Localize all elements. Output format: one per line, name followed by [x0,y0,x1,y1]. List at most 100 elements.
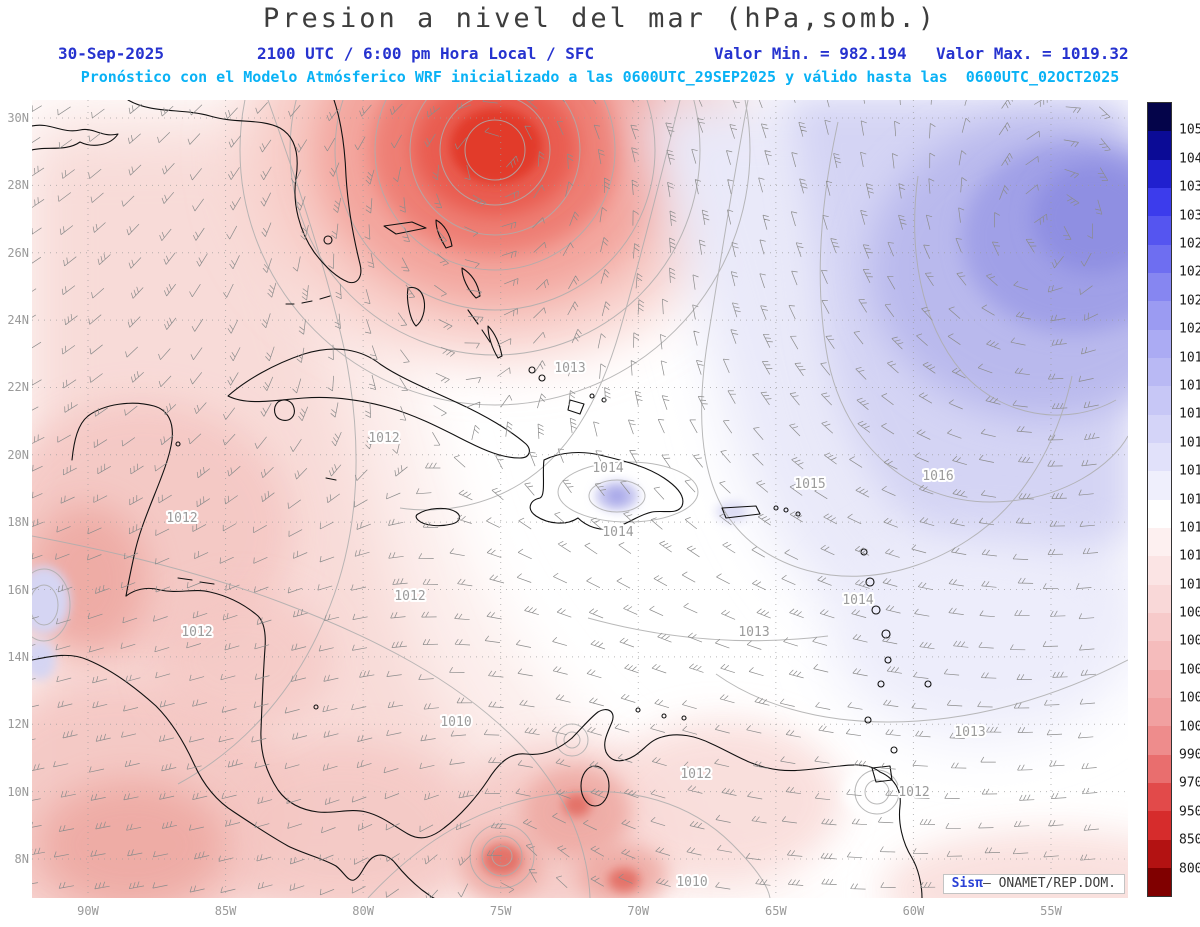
colorbar-tick-label: 950 [1179,804,1200,820]
colorbar-segment [1148,499,1171,528]
colorbar-segment [1148,329,1171,358]
colorbar-segment [1148,697,1171,727]
colorbar-segment [1148,471,1171,500]
isobar-value-label: 1012 [368,431,399,446]
min-value-label: Valor Min. = 982.194 [714,44,907,63]
contour-labels: 1013 1012 1012 1014 1015 1016 1014 1012 1012 1014… [164,359,987,892]
colorbar-segment [1148,301,1171,330]
colorbar-tick-label: 1017 [1179,406,1200,422]
isobar-value-label: 1014 [602,525,633,540]
colorbar-segment [1148,244,1171,273]
colorbar-tick-label: 1012 [1179,548,1200,564]
isobar-value-label: 1012 [898,785,929,800]
isobar-contours [32,100,1128,898]
colorbar-segment [1148,103,1171,132]
colorbar-tick-label: 1019 [1179,350,1200,366]
isobar-value-label: 1010 [440,715,471,730]
lat-tick-label: 22N [7,380,29,395]
lon-tick-label: 80W [352,904,374,918]
isobar-value-label: 1014 [592,461,623,476]
pressure-map: 1013 1012 1012 1014 1015 1016 1014 1012 1012 1014… [32,100,1128,898]
colorbar-tick-label: 1050 [1179,122,1200,138]
colorbar-segment [1148,754,1171,783]
colorbar-tick-label: 1004 [1179,662,1200,678]
max-value-label: Valor Max. = 1019.32 [936,44,1129,63]
colorbar-tick-label: 1008 [1179,605,1200,621]
wind-barbs [32,100,1111,898]
colorbar-segment [1148,442,1171,472]
colorbar-segment [1148,612,1171,642]
lat-tick-label: 28N [7,178,29,193]
colorbar-segment [1148,414,1171,443]
lon-tick-label: 55W [1040,904,1062,918]
colorbar-tick-label: 1028 [1179,236,1200,252]
colorbar-segment [1148,187,1171,217]
colorbar-tick-label: 1016 [1179,435,1200,451]
isobar-value-label: 1010 [676,875,707,890]
colorbar [1147,102,1172,897]
watermark: Sisπ– ONAMET/REP.DOM. [942,874,1125,894]
colorbar-segment [1148,782,1171,812]
lat-tick-label: 14N [7,649,29,664]
colorbar-tick-label: 1018 [1179,378,1200,394]
colorbar-segment [1148,272,1171,302]
watermark-brand: Sisπ [951,876,983,891]
colorbar-segment [1148,839,1171,868]
colorbar-tick-label: 1006 [1179,633,1200,649]
colorbar-segment [1148,216,1171,245]
colorbar-tick-label: 1035 [1179,179,1200,195]
lon-tick-label: 70W [627,904,650,918]
colorbar-tick-label: 1020 [1179,321,1200,337]
lon-tick-label: 65W [765,904,787,918]
date-label: 30-Sep-2025 [58,44,164,63]
lon-tick-label: 75W [489,904,512,918]
colorbar-segment [1148,357,1171,387]
lat-tick-label: 10N [7,784,29,799]
map-area: 1013 1012 1012 1014 1015 1016 1014 1012 1012 1014… [32,100,1128,898]
lon-tick-label: 90W [77,904,99,918]
colorbar-segment [1148,131,1171,160]
lat-tick-label: 8N [14,851,29,866]
colorbar-tick-label: 1002 [1179,690,1200,706]
isobar-value-label: 1012 [181,625,212,640]
page-title: Presion a nivel del mar (hPa,somb.) [263,3,937,34]
colorbar-tick-label: 990 [1179,747,1200,763]
lat-tick-label: 20N [7,447,29,462]
valid-time-label: 2100 UTC / 6:00 pm Hora Local / SFC [257,44,595,63]
lat-tick-label: 30N [7,111,29,125]
colorbar-segment [1148,159,1171,188]
colorbar-segment [1148,811,1171,840]
colorbar-tick-label: 1025 [1179,264,1200,280]
colorbar-tick-label: 1013 [1179,520,1200,536]
lat-tick-label: 18N [7,515,29,530]
isobar-value-label: 1013 [954,725,985,740]
lon-tick-label: 60W [902,904,925,918]
isobar-value-label: 1015 [794,477,825,492]
colorbar-segment [1148,556,1171,585]
colorbar-segment [1148,584,1171,613]
colorbar-tick-label: 800 [1179,861,1200,877]
colorbar-tick-label: 970 [1179,775,1200,791]
coastlines [32,100,932,898]
colorbar-tick-label: 850 [1179,832,1200,848]
lat-tick-label: 12N [7,717,29,732]
colorbar-segment [1148,527,1171,557]
lat-tick-label: 16N [7,582,29,597]
colorbar-tick-label: 1022 [1179,293,1200,309]
isobar-value-label: 1012 [394,589,425,604]
colorbar-tick-label: 1014 [1179,492,1200,507]
isobar-value-label: 1016 [922,469,953,484]
isobar-value-label: 1012 [680,767,711,782]
colorbar-segment [1148,726,1171,755]
lat-tick-label: 24N [7,313,29,328]
colorbar-segment [1148,669,1171,698]
lat-tick-label: 26N [7,245,29,260]
isobar-value-label: 1013 [738,625,769,640]
watermark-org: – ONAMET/REP.DOM. [982,876,1116,891]
colorbar-tick-label: 1015 [1179,463,1200,479]
wind-barb-path [32,100,1111,898]
colorbar-tick-label: 1010 [1179,577,1200,593]
isobar-value-label: 1013 [554,361,585,376]
